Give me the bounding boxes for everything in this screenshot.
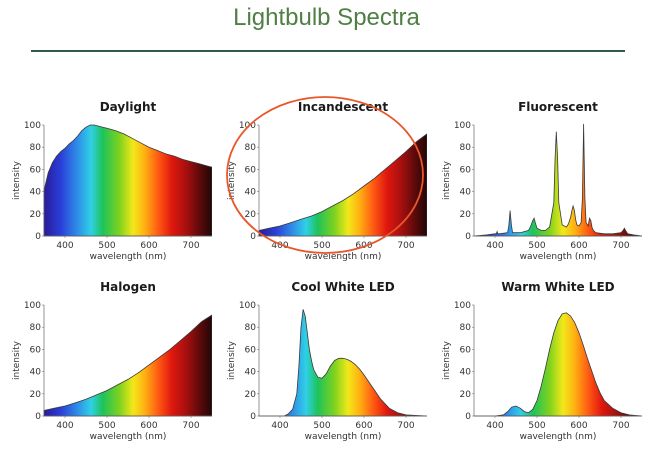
chart-panel-warm-white-led: Warm White LED intensity 0 20 40 60 80 100 400 50…: [437, 275, 642, 450]
x-tick-label: 500: [98, 241, 115, 251]
x-tick-label: 500: [528, 421, 545, 431]
y-axis-label: intensity: [227, 340, 237, 380]
y-tick-label: 40: [30, 188, 42, 198]
x-tick-label: 500: [313, 241, 330, 251]
y-tick-label: 40: [245, 368, 257, 378]
y-tick-label: 60: [30, 165, 42, 175]
highlight-circle: [226, 96, 424, 254]
x-tick-label: 700: [397, 421, 414, 431]
chart-panel-daylight: Daylight intensity 0 20 40 60 80 100 400 500 600 70…: [7, 95, 212, 270]
y-tick-label: 100: [454, 301, 471, 311]
x-tick-label: 600: [570, 241, 587, 251]
x-tick-label: 500: [313, 421, 330, 431]
y-tick-label: 100: [24, 301, 41, 311]
y-tick-label: 80: [460, 143, 472, 153]
x-tick-label: 600: [355, 421, 372, 431]
y-tick-label: 40: [30, 368, 42, 378]
chart-title-warm-white-led: Warm White LED: [501, 280, 614, 294]
x-tick-label: 600: [140, 241, 157, 251]
y-tick-label: 80: [30, 323, 42, 333]
y-tick-label: 0: [465, 412, 471, 422]
y-tick-label: 20: [30, 210, 42, 220]
y-axis-label: intensity: [442, 160, 452, 200]
x-axis-label: wavelength (nm): [520, 252, 597, 262]
spectrum-area-incandescent: [258, 133, 427, 237]
chart-title-cool-white-led: Cool White LED: [291, 280, 394, 294]
y-axis-label: intensity: [227, 160, 237, 200]
spectrum-area-daylight: [43, 124, 212, 237]
title-divider: [31, 50, 625, 52]
x-axis-label: wavelength (nm): [305, 432, 382, 442]
chart-title-daylight: Daylight: [100, 100, 157, 114]
x-tick-label: 400: [486, 421, 503, 431]
y-tick-label: 20: [460, 390, 472, 400]
y-tick-label: 0: [35, 232, 41, 242]
y-tick-label: 60: [460, 345, 472, 355]
y-tick-label: 80: [30, 143, 42, 153]
y-tick-label: 80: [245, 143, 257, 153]
y-tick-label: 60: [460, 165, 472, 175]
chart-panel-incandescent: Incandescent intensity 0 20 40 60 80 100 400 500 6…: [222, 95, 427, 270]
x-axis-label: wavelength (nm): [90, 252, 167, 262]
x-tick-label: 400: [271, 241, 288, 251]
chart-title-halogen: Halogen: [100, 280, 156, 294]
x-tick-label: 700: [182, 421, 199, 431]
chart-panel-halogen: Halogen intensity 0 20 40 60 80 100 400 500 600 700…: [7, 275, 212, 450]
x-tick-label: 400: [56, 241, 73, 251]
x-tick-label: 700: [182, 241, 199, 251]
y-tick-label: 20: [245, 210, 257, 220]
y-tick-label: 40: [460, 368, 472, 378]
y-tick-label: 60: [245, 345, 257, 355]
y-tick-label: 0: [35, 412, 41, 422]
chart-svg: Warm White LED intensity 0 20 40 60 80 100 400 50…: [442, 280, 642, 442]
x-tick-label: 700: [612, 241, 629, 251]
y-tick-label: 60: [245, 165, 257, 175]
y-tick-label: 40: [245, 188, 257, 198]
x-axis-label: wavelength (nm): [305, 252, 382, 262]
spectrum-area-warm-white-led: [474, 312, 642, 417]
x-tick-label: 500: [528, 241, 545, 251]
x-tick-label: 700: [612, 421, 629, 431]
y-tick-label: 20: [245, 390, 257, 400]
x-tick-label: 400: [56, 421, 73, 431]
x-tick-label: 700: [397, 241, 414, 251]
y-tick-label: 0: [250, 412, 256, 422]
y-tick-label: 100: [454, 121, 471, 131]
spectrum-area-halogen: [43, 314, 212, 417]
y-axis-label: intensity: [12, 340, 22, 380]
chart-svg: Fluorescent intensity 0 20 40 60 80 100 400 500 60…: [442, 100, 642, 262]
y-axis-label: intensity: [442, 340, 452, 380]
chart-panel-cool-white-led: Cool White LED intensity 0 20 40 60 80 100 400 50…: [222, 275, 427, 450]
chart-title-fluorescent: Fluorescent: [518, 100, 598, 114]
page-title: Lightbulb Spectra: [233, 4, 420, 31]
y-axis-label: intensity: [12, 160, 22, 200]
spectrum-area-cool-white-led: [259, 309, 427, 417]
x-tick-label: 400: [271, 421, 288, 431]
spectrum-area-fluorescent: [473, 123, 642, 237]
y-tick-label: 20: [460, 210, 472, 220]
y-tick-label: 60: [30, 345, 42, 355]
y-tick-label: 100: [239, 301, 256, 311]
y-tick-label: 80: [245, 323, 257, 333]
chart-svg: Daylight intensity 0 20 40 60 80 100 400 500 600 70…: [12, 100, 212, 262]
y-tick-label: 80: [460, 323, 472, 333]
x-tick-label: 400: [486, 241, 503, 251]
y-tick-label: 100: [24, 121, 41, 131]
y-tick-label: 0: [250, 232, 256, 242]
y-tick-label: 20: [30, 390, 42, 400]
y-tick-label: 0: [465, 232, 471, 242]
x-tick-label: 600: [140, 421, 157, 431]
x-axis-label: wavelength (nm): [520, 432, 597, 442]
chart-svg: Halogen intensity 0 20 40 60 80 100 400 500 600 700…: [12, 280, 212, 442]
x-tick-label: 500: [98, 421, 115, 431]
chart-svg: Cool White LED intensity 0 20 40 60 80 100 400 50…: [227, 280, 427, 442]
y-tick-label: 40: [460, 188, 472, 198]
x-tick-label: 600: [570, 421, 587, 431]
chart-panel-fluorescent: Fluorescent intensity 0 20 40 60 80 100 400 500 60…: [437, 95, 642, 270]
x-axis-label: wavelength (nm): [90, 432, 167, 442]
